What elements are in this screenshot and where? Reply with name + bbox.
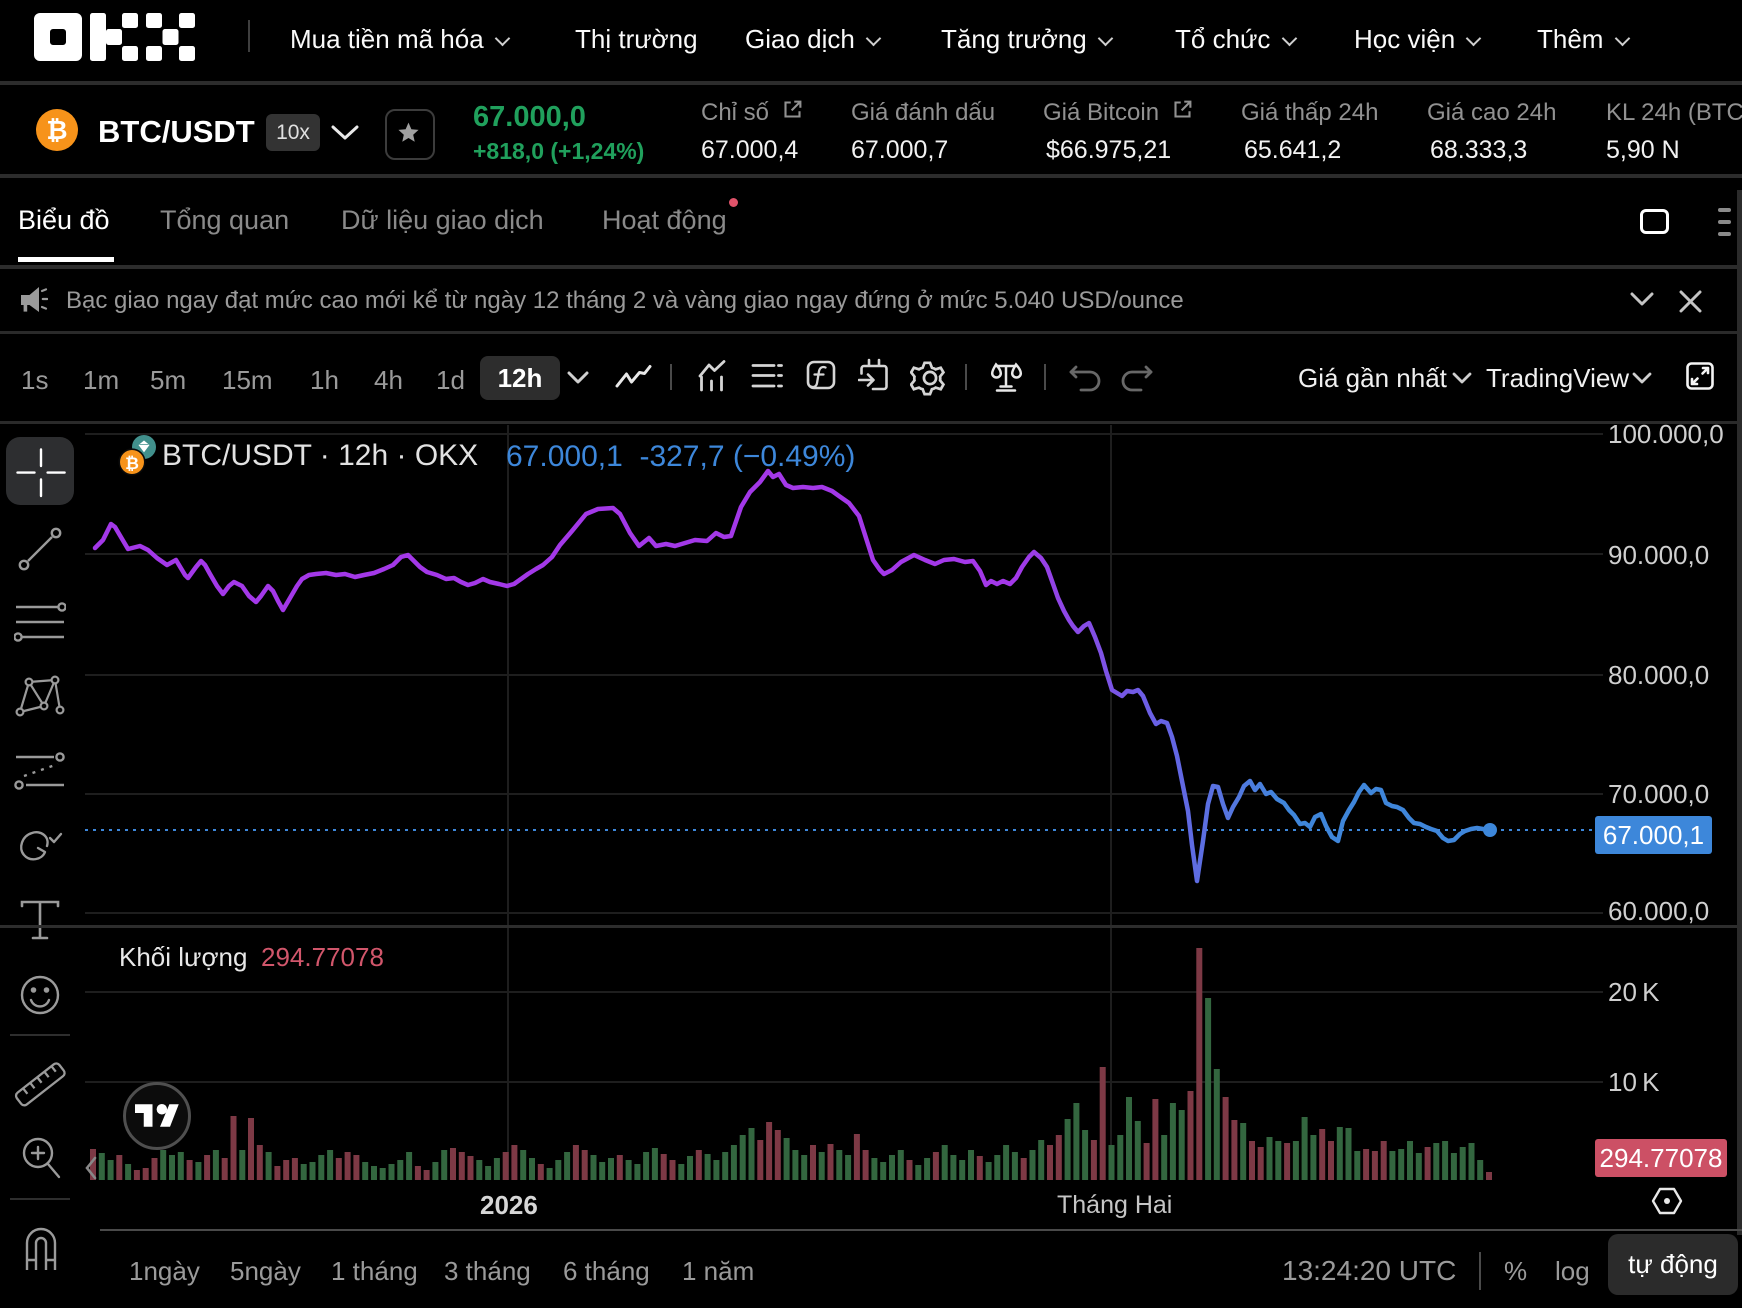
svg-text:₿: ₿ — [125, 454, 139, 473]
